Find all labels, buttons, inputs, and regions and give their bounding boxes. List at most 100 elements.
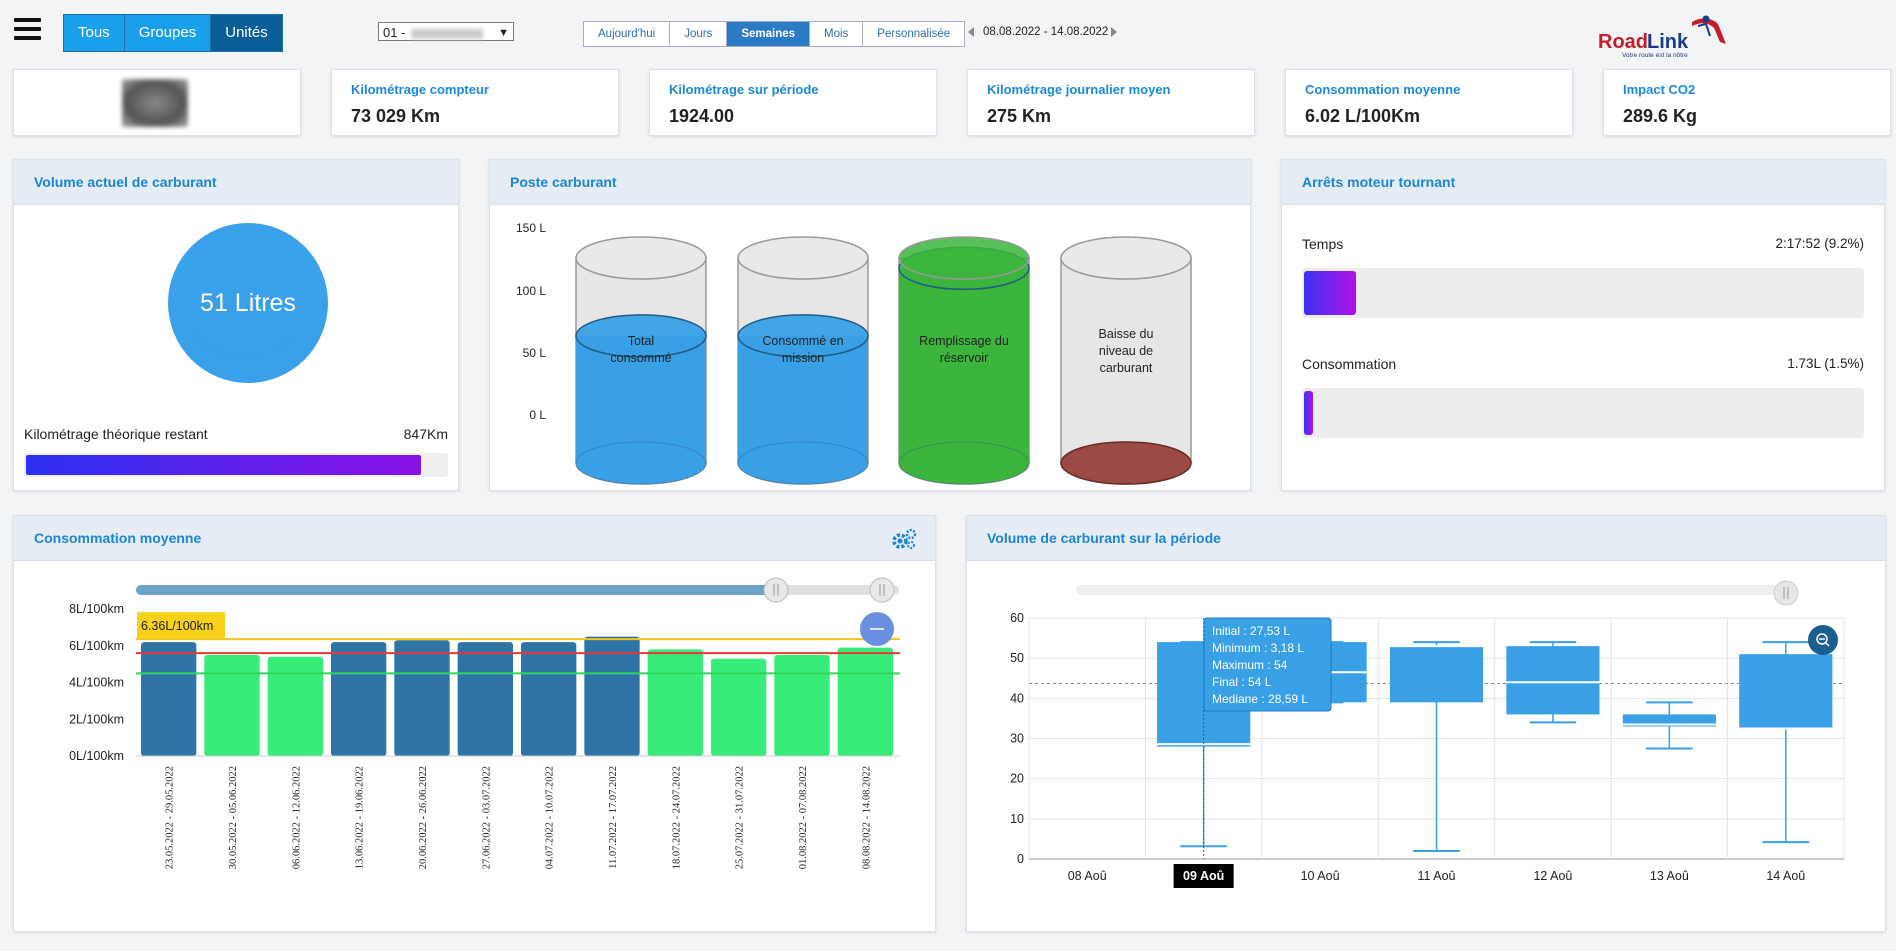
x-tick-label: 30.05.2022 - 05.06.2022 xyxy=(228,766,239,869)
kpi-value: 1924.00 xyxy=(669,106,735,126)
kpi-title: Impact CO2 xyxy=(1623,82,1696,97)
settings-gear-icon[interactable] xyxy=(891,528,917,550)
poste-y-tick: 150 L xyxy=(516,221,546,235)
filter-tab-1[interactable]: Groupes xyxy=(124,15,212,51)
kpi-value: 6.02 L/100Km xyxy=(1305,106,1421,126)
x-tick-label: 04.07.2022 - 10.07.2022 xyxy=(545,766,556,869)
y-tick-label: 8L/100km xyxy=(69,602,124,616)
period-tab-2[interactable]: Semaines xyxy=(727,22,811,46)
prev-period-icon[interactable] xyxy=(968,27,974,37)
y-tick-label: 20 xyxy=(1010,772,1024,786)
fuel-value: 51 Litres xyxy=(200,289,296,317)
consumption-bar xyxy=(584,636,640,756)
fuel-gauge-circle xyxy=(168,223,328,383)
consumption-bar xyxy=(647,649,703,756)
tooltip-line: Initial : 27,53 L xyxy=(1212,624,1290,638)
idle-bar-fill xyxy=(1304,271,1356,315)
x-tick-label: 27.06.2022 - 03.07.2022 xyxy=(481,766,492,869)
y-tick-label: 6L/100km xyxy=(69,639,124,653)
tooltip-line: Mediane : 28,59 L xyxy=(1212,692,1308,706)
tooltip-box xyxy=(1203,617,1332,712)
tooltip-line: Maximum : 54 xyxy=(1212,658,1288,672)
y-tick-label: 0L/100km xyxy=(69,749,124,763)
period-tab-3[interactable]: Mois xyxy=(810,22,864,46)
x-tick-label: 14 Aoû xyxy=(1766,869,1805,883)
poste-y-tick: 50 L xyxy=(523,346,547,360)
cylinder-label: Remplissage du xyxy=(919,334,1009,348)
remaining-value: 847Km xyxy=(403,426,448,442)
period-tab-0[interactable]: Aujourd'hui xyxy=(584,22,671,46)
x-tick-label: 09 Aoû xyxy=(1183,869,1224,883)
vehicle-select-value: 01 - xyxy=(383,25,406,40)
remaining-bar-track xyxy=(24,453,448,477)
navigator-handle xyxy=(1773,580,1799,606)
y-tick-label: 40 xyxy=(1010,691,1024,705)
period-tab-1[interactable]: Jours xyxy=(670,22,728,46)
y-tick-label: 2L/100km xyxy=(69,712,124,726)
y-tick-label: 4L/100km xyxy=(69,676,124,690)
consumption-bar xyxy=(331,642,387,756)
idle-bar-fill xyxy=(1304,391,1313,435)
panel-title: Arrêts moteur tournant xyxy=(1302,174,1456,190)
next-period-icon[interactable] xyxy=(1111,27,1117,37)
fuel-volume-panel: Volume actuel de carburant 51 Litres Cap… xyxy=(13,159,459,491)
kpi-value: 73 029 Km xyxy=(351,106,441,126)
filter-tab-2[interactable]: Unités xyxy=(211,15,282,51)
panel-title: Volume actuel de carburant xyxy=(34,174,217,190)
zoom-reset-button xyxy=(1808,625,1838,655)
kpi-value: 289.6 Kg xyxy=(1623,106,1698,126)
vehicle-select[interactable]: 01 - ▼ xyxy=(378,22,514,41)
date-range: 08.08.2022 - 14.08.2022 xyxy=(983,26,1109,38)
navigator-range xyxy=(136,585,776,595)
fuel-cylinder: Remplissage du réservoir xyxy=(898,236,1030,485)
period-tabs: Aujourd'hui Jours Semaines Mois Personnalisé… xyxy=(583,21,966,47)
menu-icon[interactable] xyxy=(14,18,41,44)
x-tick-label: 10 Aoû xyxy=(1301,869,1340,883)
kpi-card: Kilométrage sur période 1924.00 xyxy=(649,69,937,136)
fuel-cylinder: Baisse du niveau de carburant xyxy=(1060,236,1192,485)
kpi-value: 275 Km xyxy=(987,106,1052,126)
kpi-card: Kilométrage compteur 73 029 Km xyxy=(331,69,619,136)
kpi-card: Consommation moyenne 6.02 L/100Km xyxy=(1285,69,1573,136)
kpi-title: Kilométrage sur période xyxy=(669,82,819,97)
poste-y-tick: 100 L xyxy=(516,284,546,298)
roadlink-logo: Road Link Votre route est la nôtre xyxy=(1598,15,1726,59)
fuel-cylinder: Consommé en mission xyxy=(737,236,869,485)
period-volume-panel: Volume de carburant sur la période 0 10 20… xyxy=(966,515,1886,932)
panel-title: Poste carburant xyxy=(510,174,617,190)
period-volume-chart: 0 10 20 30 40 50 60 08 Aoû 09 Aoû 10 Aoû 11 Aoû 12 … xyxy=(1010,580,1845,888)
x-tick-label: 11.07.2022 - 17.07.2022 xyxy=(608,766,619,869)
x-tick-label: 08 Aoû xyxy=(1068,869,1107,883)
consumption-bar xyxy=(204,654,260,756)
y-tick-label: 0 xyxy=(1017,852,1024,866)
avg-label-box xyxy=(137,612,225,639)
kpi-card: Kilométrage journalier moyen 275 Km xyxy=(967,69,1255,136)
y-tick-label: 30 xyxy=(1010,732,1024,746)
avg-consumption-panel: Consommation moyenne 0L/100km 2L/100km 4L/… xyxy=(13,515,936,932)
consumption-bar xyxy=(837,647,893,756)
consumption-bar xyxy=(394,640,450,756)
tooltip-line: Minimum : 3,18 L xyxy=(1212,641,1304,655)
cylinder-label: mission xyxy=(782,351,824,365)
x-tick-label: 20.06.2022 - 26.06.2022 xyxy=(418,766,429,869)
idle-row-label: Consommation xyxy=(1302,356,1397,372)
x-tick-label: 13.06.2022 - 19.06.2022 xyxy=(355,766,366,869)
remaining-bar-fill xyxy=(26,455,421,475)
svg-text:Road: Road xyxy=(1598,31,1648,53)
panel-title: Consommation moyenne xyxy=(34,530,202,546)
idle-bar-track xyxy=(1302,388,1864,438)
filter-tab-0[interactable]: Tous xyxy=(64,15,125,51)
x-tick-label: 11 Aoû xyxy=(1417,869,1455,883)
panel-title: Volume de carburant sur la période xyxy=(987,530,1221,546)
chevron-down-icon: ▼ xyxy=(498,27,509,39)
consumption-bar xyxy=(141,642,197,756)
cylinder-label: carburant xyxy=(1100,361,1153,375)
svg-text:Votre route est la nôtre: Votre route est la nôtre xyxy=(1622,52,1688,59)
period-tab-4[interactable]: Personnalisée xyxy=(877,28,951,40)
kpi-title: Kilométrage journalier moyen xyxy=(987,82,1171,97)
cylinder-label: Total xyxy=(628,334,654,348)
x-tick-label: 12 Aoû xyxy=(1533,869,1572,883)
x-tick-label: 18.07.2022 - 24.07.2022 xyxy=(671,766,682,869)
box-plot-item xyxy=(1622,701,1716,750)
tooltip-line: Final : 54 L xyxy=(1212,675,1272,689)
